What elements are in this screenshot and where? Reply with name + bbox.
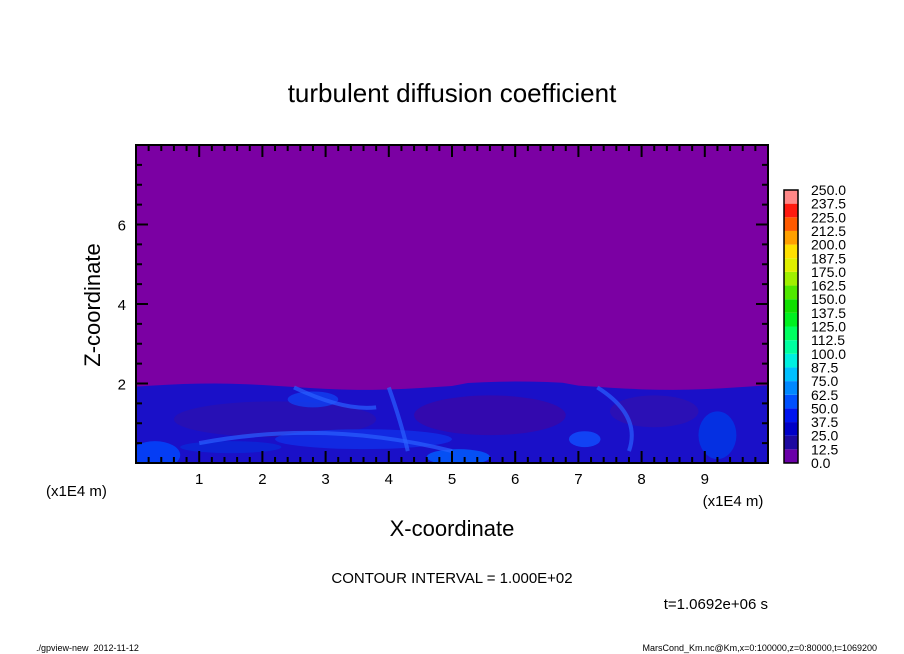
time-label: t=1.0692e+06 s [664,596,768,613]
colorbar-level-label: 237.5 [811,196,846,212]
x-axis-label: X-coordinate [390,516,515,541]
colorbar-swatch [784,340,798,354]
colorbar-swatch [784,271,798,286]
contour-interval: CONTOUR INTERVAL = 1.000E+02 [331,570,572,587]
colorbar-frame [783,189,799,464]
colorbar-level-label: 37.5 [811,414,838,430]
colorbar-level-label: 12.5 [811,441,838,457]
colorbar-swatch [784,258,798,272]
eddy-structure [414,395,566,436]
eddy-structure [426,449,490,463]
colorbar-level-label: 150.0 [811,291,846,307]
colorbar-swatch [784,217,798,231]
colorbar-swatch [784,449,798,463]
colorbar: 0.012.525.037.550.062.575.087.5100.0112.… [783,182,846,471]
colorbar-level-label: 112.5 [811,332,845,348]
colorbar-level-label: 87.5 [811,359,838,375]
x-unit-label-left: (x1E4 m) [46,483,107,500]
x-tick-label: 7 [574,471,582,488]
colorbar-swatch [784,408,798,423]
colorbar-level-label: 162.5 [811,278,846,294]
colorbar-swatch [784,422,798,436]
y-tick-label: 6 [118,218,126,235]
colorbar-swatch [784,299,798,313]
colorbar-swatch [784,312,798,327]
colorbar-swatch [784,230,798,245]
y-tick-label: 4 [118,297,126,314]
x-tick-label: 8 [637,471,645,488]
colorbar-level-label: 62.5 [811,387,838,403]
colorbar-swatch [784,367,798,382]
colorbar-level-label: 25.0 [811,428,838,444]
x-tick-label: 6 [511,471,519,488]
colorbar-swatch [784,353,798,368]
x-tick-label: 5 [448,471,456,488]
colorbar-level-label: 250.0 [811,182,846,198]
colorbar-swatch [784,190,798,204]
colorbar-level-label: 212.5 [811,223,846,239]
y-tick-label: 2 [118,377,126,394]
colorbar-level-label: 137.5 [811,305,846,321]
colorbar-level-label: 200.0 [811,237,846,253]
footer-left: ./gpview-new 2012-11-12 [36,643,139,653]
x-tick-label: 9 [701,471,709,488]
colorbar-level-label: 0.0 [811,455,831,471]
eddy-structure [287,391,339,408]
colorbar-swatch [784,394,798,409]
colorbar-swatch [784,326,798,341]
colorbar-level-label: 225.0 [811,209,846,225]
field-area [136,145,768,463]
x-tick-label: 1 [195,471,203,488]
eddy-filament [293,385,377,410]
colorbar-swatch [784,285,798,300]
colorbar-swatch [784,203,798,218]
colorbar-level-label: 100.0 [811,346,846,362]
eddy-structure [610,395,699,428]
eddy-structure [698,411,737,460]
eddy-structure [173,401,377,438]
colorbar-swatch [784,435,798,450]
colorbar-level-label: 125.0 [811,319,846,335]
x-unit-label-right: (x1E4 m) [703,493,764,510]
colorbar-swatch [784,244,798,259]
colorbar-swatch [784,381,798,395]
eddy-filament [596,385,634,452]
eddy-filament [386,386,410,452]
eddy-filament [198,430,453,454]
eddy-structure [180,441,282,454]
x-tick-label: 3 [321,471,329,488]
chart-title: turbulent diffusion coefficient [288,78,617,108]
eddy-structure [136,441,181,463]
x-tick-label: 2 [258,471,266,488]
x-tick-label: 4 [385,471,393,488]
colorbar-level-label: 175.0 [811,264,846,280]
colorbar-level-label: 75.0 [811,373,838,389]
footer-right: MarsCond_Km.nc@Km,x=0:100000,z=0:80000,t… [642,643,877,653]
eddy-structure [568,431,601,448]
colorbar-level-label: 50.0 [811,400,838,416]
colorbar-level-label: 187.5 [811,250,846,266]
y-axis-label: Z-coordinate [80,243,105,367]
